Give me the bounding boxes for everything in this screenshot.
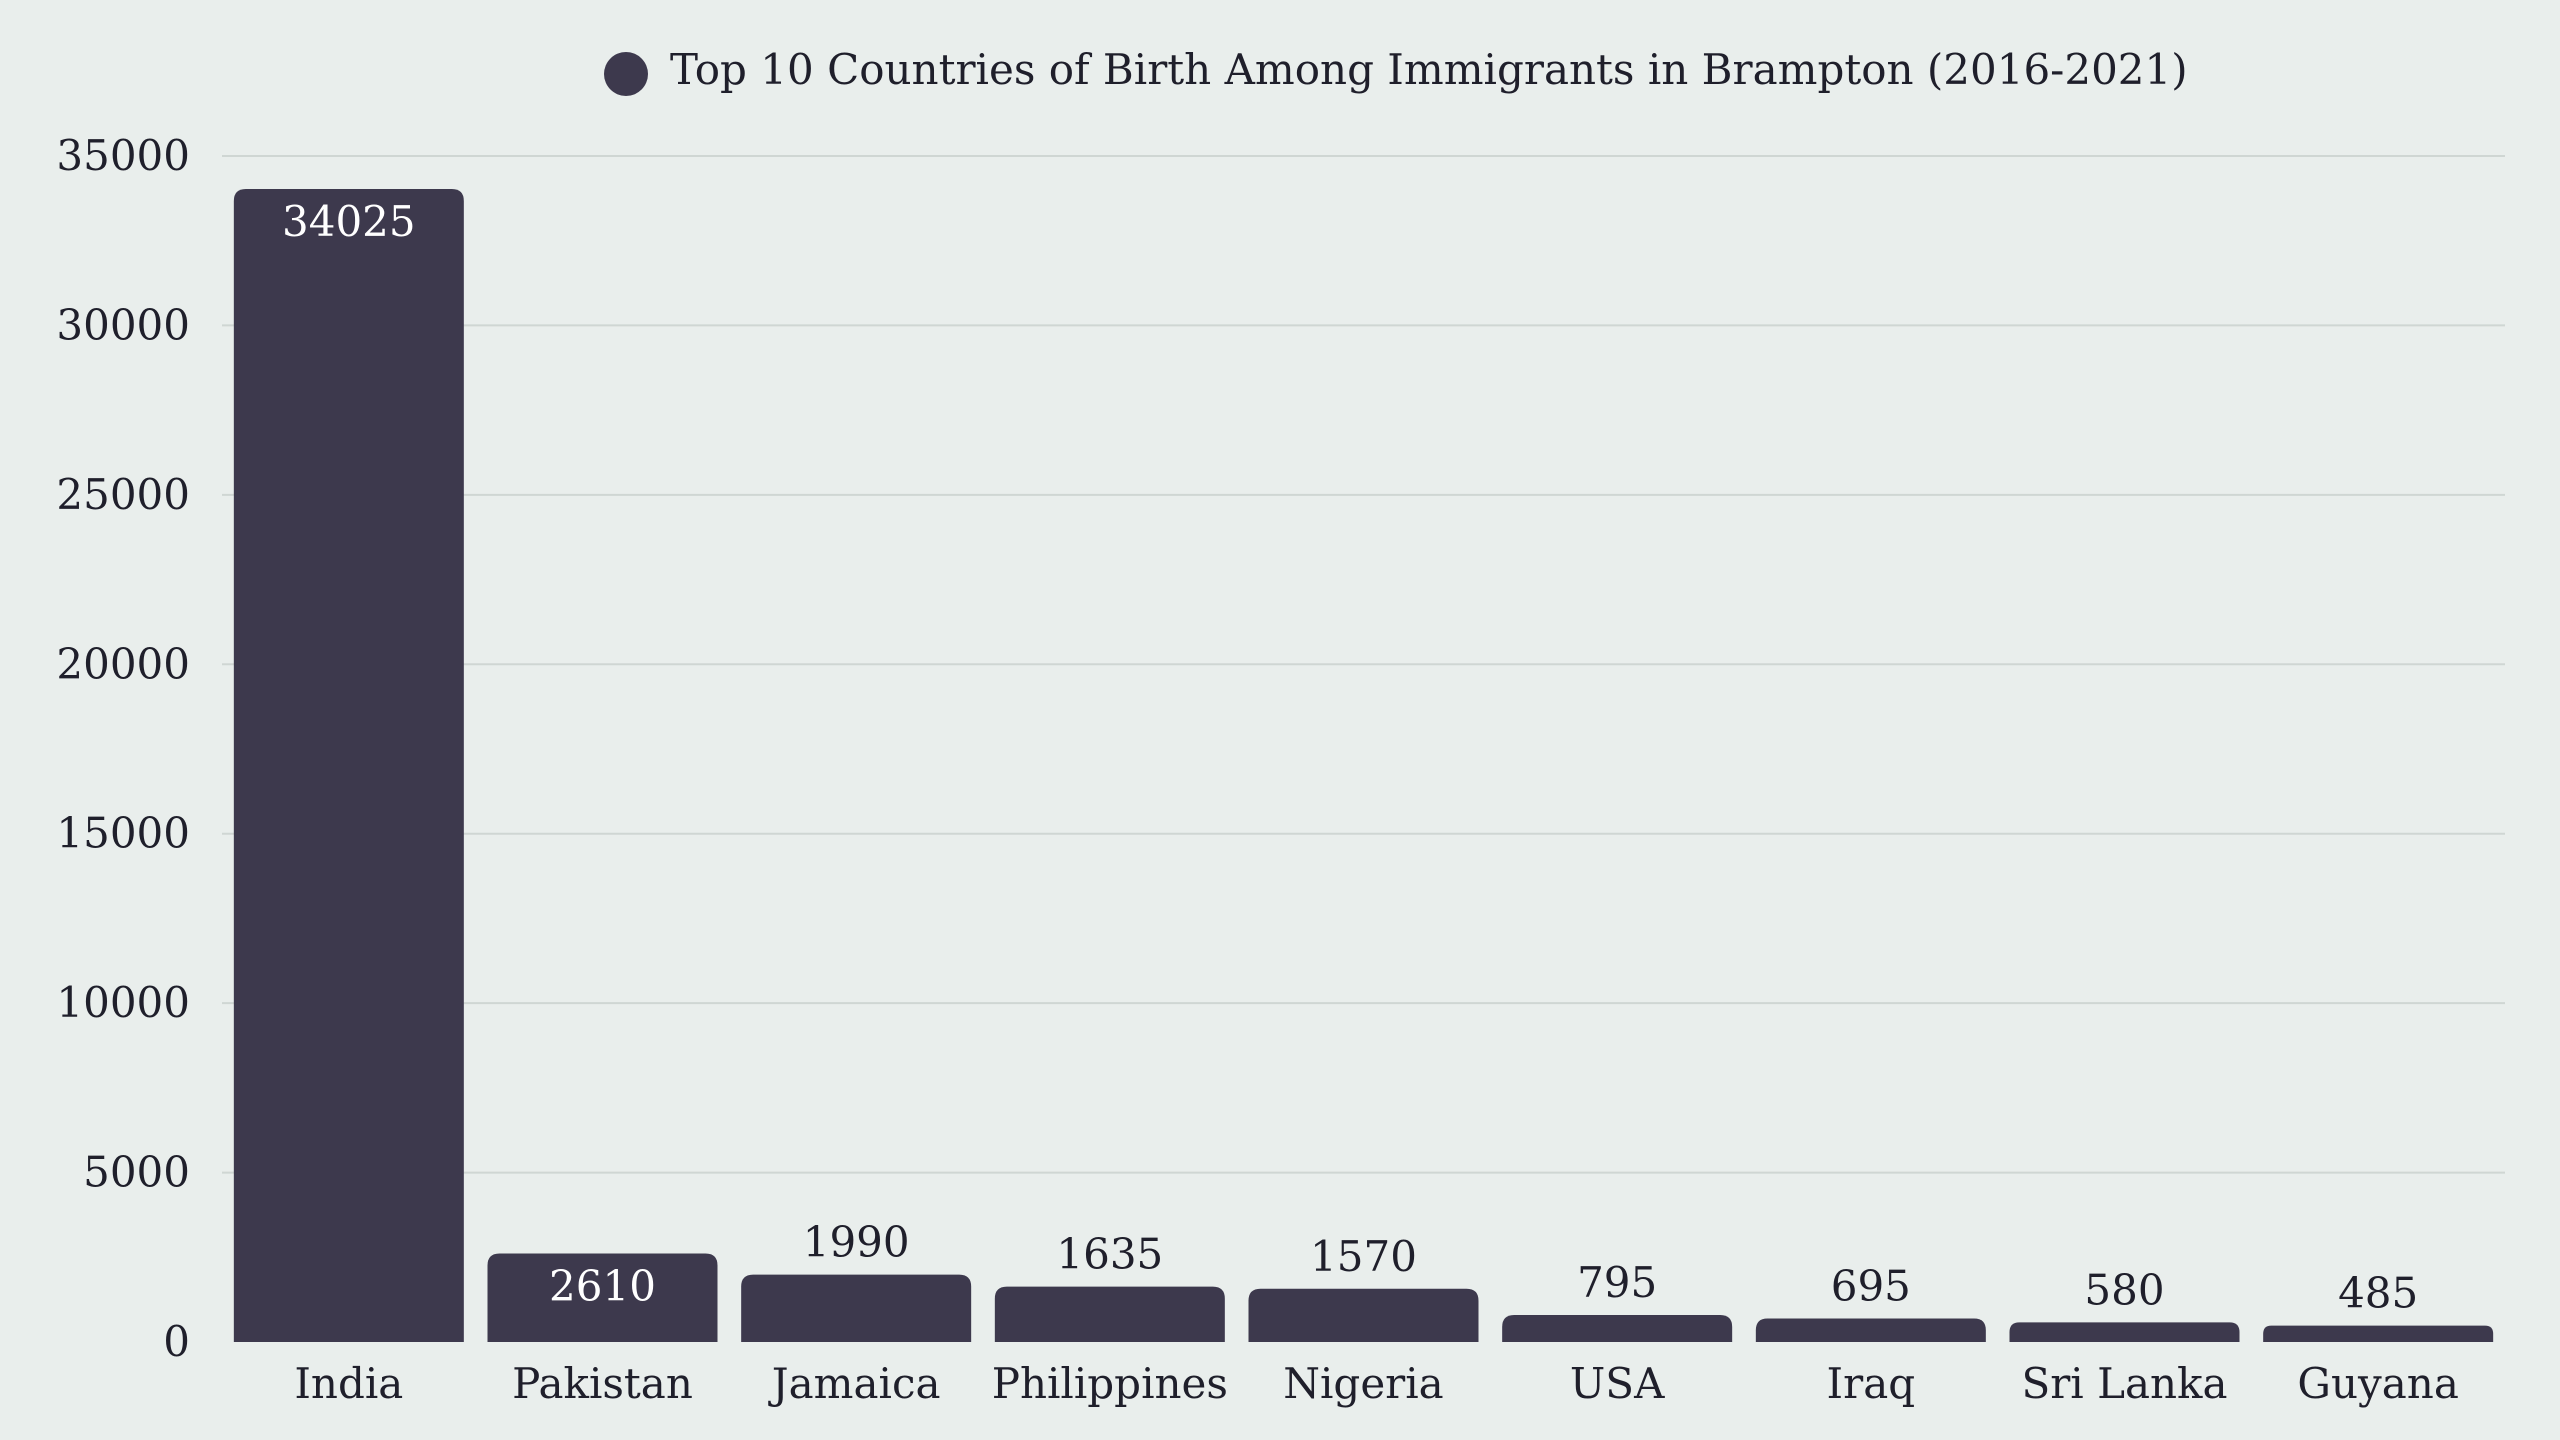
y-tick-label: 15000 [56,809,190,858]
x-tick-label: Guyana [2297,1359,2458,1408]
y-tick-label: 30000 [56,300,190,349]
data-label: 795 [1577,1258,1657,1307]
y-tick-label: 10000 [56,978,190,1027]
x-tick-label: Philippines [992,1359,1228,1408]
data-label: 2610 [549,1262,656,1311]
bar-pakistan [487,1253,718,1342]
bar-nigeria [1248,1288,1479,1342]
data-label: 1635 [1056,1230,1163,1279]
bar-usa [1502,1315,1733,1342]
gridlines [222,155,2505,1174]
legend: Top 10 Countries of Birth Among Immigran… [604,45,2188,96]
data-label: 34025 [282,197,416,246]
x-tick-label: Jamaica [768,1359,941,1408]
x-tick-label: USA [1570,1359,1665,1408]
bars: 34025 2610 1990 1635 1570 795 695 580 485 [233,189,2494,1342]
legend-swatch [604,52,648,96]
y-tick-label: 20000 [56,639,190,688]
y-axis: 0 5000 10000 15000 20000 25000 30000 35000 [56,131,190,1366]
x-tick-label: Nigeria [1283,1359,1443,1408]
data-label: 1570 [1310,1232,1417,1281]
data-label: 580 [2084,1265,2164,1314]
x-tick-label: Iraq [1827,1359,1916,1408]
x-axis: India Pakistan Jamaica Philippines Nigeria US… [294,1359,2459,1408]
bar-sri-lanka [2009,1322,2240,1342]
x-tick-label: Pakistan [512,1359,693,1408]
bar-iraq [1755,1318,1986,1342]
chart-title: Top 10 Countries of Birth Among Immigran… [670,45,2188,94]
data-label: 695 [1831,1261,1911,1310]
y-tick-label: 25000 [56,470,190,519]
data-label: 485 [2338,1269,2418,1318]
bar-guyana [2263,1325,2494,1342]
y-tick-label: 5000 [83,1148,190,1197]
x-tick-label: India [294,1359,403,1408]
x-tick-label: Sri Lanka [2021,1359,2227,1408]
bar-india [233,189,464,1342]
y-tick-label: 35000 [56,131,190,180]
bar-philippines [994,1286,1225,1342]
y-tick-label: 0 [163,1317,190,1366]
data-label: 1990 [803,1218,910,1267]
bar-jamaica [741,1274,972,1342]
